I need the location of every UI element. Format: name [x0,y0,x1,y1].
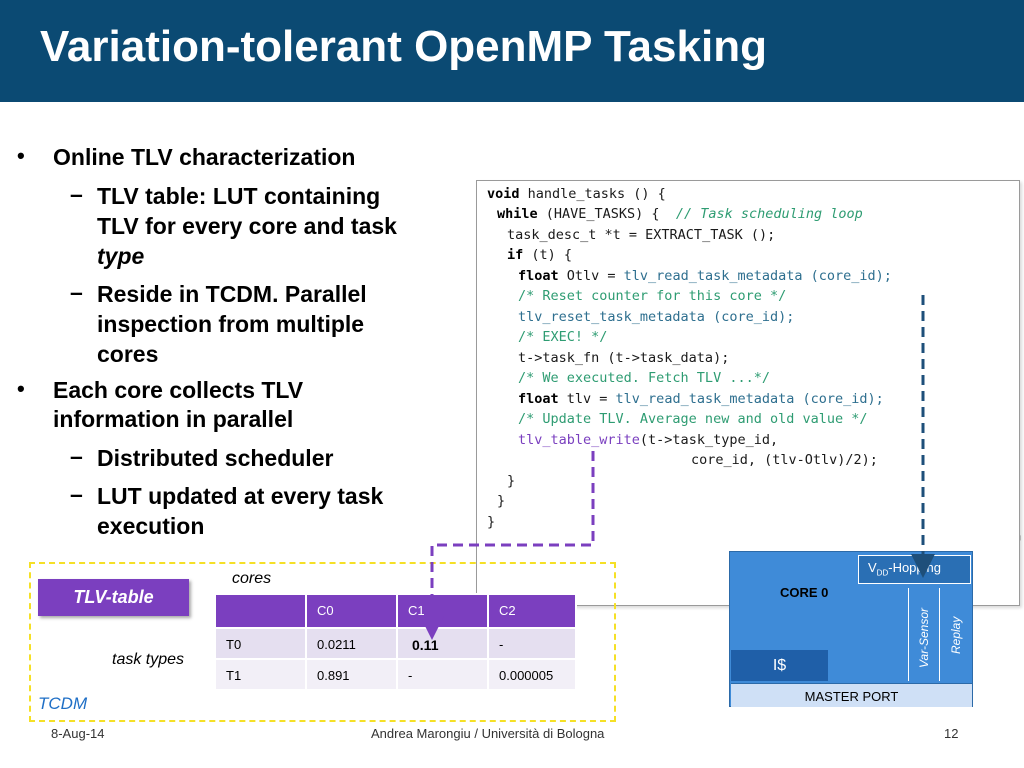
table-header-row: C0 C1 C2 [214,593,577,629]
sub-bullet-tlv-table: TLV table: LUT containing TLV for every … [97,181,467,271]
code-function: tlv_read_task_metadata (core_id); [623,268,892,284]
table-cell: 0.891 [305,658,398,691]
vdd-prefix: V [868,560,877,575]
table-cell: - [396,658,489,691]
code-line: t->task_fn (t->task_data); [518,350,730,366]
table-cell: - [487,627,577,660]
text-line: LUT updated at every task [97,483,384,509]
code-function-highlight: tlv_table_write [518,432,640,448]
table-cell: T1 [214,658,307,691]
code-brace: } [497,493,506,509]
code-line: while (HAVE_TASKS) { // Task scheduling … [497,204,863,224]
purple-dashed-arrow [420,451,595,640]
code-text: (t) { [523,247,573,263]
footer-date: 8-Aug-14 [51,726,105,741]
core-label: CORE 0 [780,585,829,600]
code-line: float Otlv = tlv_read_task_metadata (cor… [518,266,892,286]
code-text: handle_tasks () { [519,186,666,202]
text-line: Reside in TCDM. Parallel [97,281,367,307]
code-line: void handle_tasks () { [487,184,666,204]
tcdm-label: TCDM [38,694,88,713]
bullet-online-tlv: Online TLV characterization [53,144,356,170]
dash-glyph: – [70,481,83,507]
code-comment: /* Update TLV. Average new and old value… [518,411,868,427]
code-comment: /* We executed. Fetch TLV ...*/ [518,370,770,386]
code-brace: } [507,473,516,489]
title-bar [0,0,1024,102]
table-cell: T0 [214,627,307,660]
code-function: tlv_reset_task_metadata (core_id); [518,309,795,325]
slide-title: Variation-tolerant OpenMP Tasking [40,22,767,71]
cores-label: cores [232,570,272,587]
text-line: information in parallel [53,406,294,432]
code-text: (HAVE_TASKS) { [537,206,676,222]
sub-bullet-distributed-scheduler: Distributed scheduler [97,445,334,471]
code-line: core_id, (tlv-Otlv)/2); [691,452,878,468]
tcdm-region [29,562,616,722]
code-keyword: float [518,268,559,284]
code-line: if (t) { [507,245,572,265]
bullet-glyph: • [17,143,25,168]
code-text: (t->task_type_id, [639,432,779,448]
vdd-subscript: DD [876,568,889,578]
table-row: T1 0.891 - 0.000005 [214,658,577,691]
bullet-glyph: • [17,376,25,401]
code-comment: /* EXEC! */ [518,329,608,345]
dash-glyph: – [70,443,83,469]
text-line: type [97,243,145,269]
code-box [476,180,1020,606]
bullet-each-core: Each core collects TLV information in pa… [53,376,453,434]
table-cell: 0.0211 [305,627,398,660]
table-header-cell: C0 [305,593,398,629]
bullet-list: • Online TLV characterization – TLV tabl… [0,0,470,560]
footer-author: Andrea Marongiu / Università di Bologna [371,726,605,741]
table-header-cell [214,593,307,629]
code-text: tlv = [558,391,616,407]
code-keyword: float [518,391,559,407]
task-types-label: task types [112,651,185,668]
code-keyword: if [507,247,524,263]
dash-glyph: – [70,279,83,305]
table-row: T0 0.0211 0.11 - [214,627,577,660]
code-brace: } [487,514,496,530]
tlv-table-badge: TLV-table [38,579,189,616]
table-header-cell: C2 [487,593,577,629]
tlv-table: C0 C1 C2 T0 0.0211 0.11 - T1 0.891 - 0.0… [214,593,577,691]
footer-page-number: 12 [944,726,959,741]
master-port: MASTER PORT [731,683,972,707]
code-keyword: while [497,206,538,222]
code-keyword: void [487,186,520,202]
code-comment: /* Reset counter for this core */ [518,288,787,304]
icache-block: I$ [731,650,828,681]
text-line: cores [97,341,159,367]
sub-bullet-lut-updated: LUT updated at every task execution [97,481,467,541]
text-line: Each core collects TLV [53,377,304,403]
code-function: tlv_read_task_metadata (core_id); [615,391,884,407]
table-cell: 0.000005 [487,658,577,691]
text-line: TLV table: LUT containing [97,183,381,209]
code-line: float tlv = tlv_read_task_metadata (core… [518,389,884,409]
text-line: inspection from multiple [97,311,365,337]
code-line: tlv_table_write(t->task_type_id, [518,430,778,450]
text-line: execution [97,513,205,539]
dash-glyph: – [70,181,83,207]
code-comment: // Task scheduling loop [675,206,863,222]
text-line: TLV for every core and task [97,213,397,239]
sub-bullet-reside-tcdm: Reside in TCDM. Parallel inspection from… [97,279,467,369]
code-text: Otlv = [558,268,624,284]
var-sensor-block: Var-Sensor [908,588,940,681]
code-line: task_desc_t *t = EXTRACT_TASK (); [507,227,776,243]
